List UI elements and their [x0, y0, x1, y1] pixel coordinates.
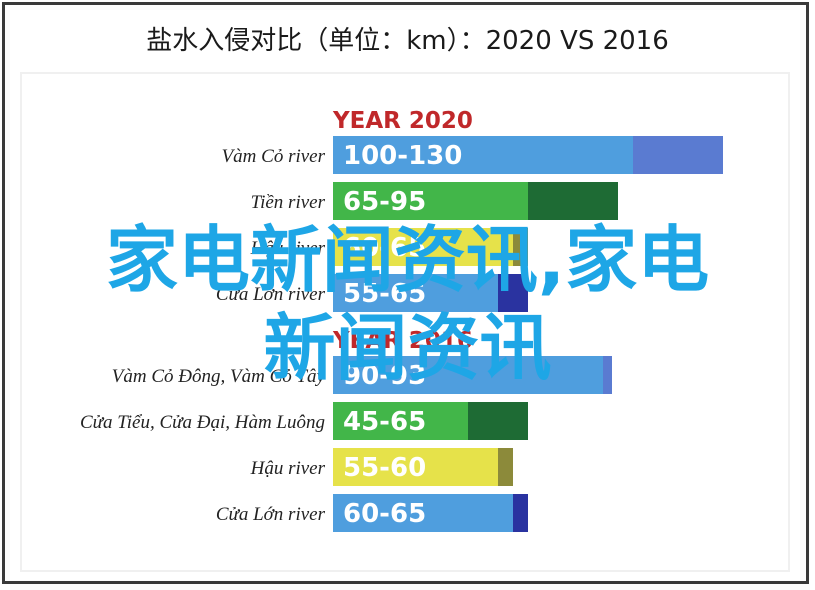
bar-min — [333, 356, 603, 394]
category-label: Tiền river — [251, 192, 326, 213]
bar-min — [333, 274, 498, 312]
watermark-line-2: 新闻资讯 — [263, 306, 552, 390]
data-label: 55-60 — [343, 453, 426, 483]
bar-min — [333, 448, 498, 486]
category-label: Vàm Cỏ Đông, Vàm Cỏ Tây — [112, 366, 326, 387]
data-label: 45-65 — [343, 407, 426, 437]
group-label: YEAR 2016 — [332, 328, 473, 354]
chart-panel — [20, 72, 790, 572]
category-label: Cửa Lớn river — [216, 504, 326, 525]
bar-min — [333, 182, 528, 220]
category-label: Cửa Lớn river — [216, 284, 326, 305]
chart-title: 盐水入侵对比（单位：km）：2020 VS 2016 — [146, 26, 669, 56]
category-label: Vàm Cỏ river — [222, 146, 326, 167]
category-label: Hậu river — [250, 238, 326, 259]
bar-min — [333, 136, 633, 174]
bar-min — [333, 402, 468, 440]
bar-min — [333, 494, 513, 532]
category-label: Cửa Tiểu, Cửa Đại, Hàm Luông — [80, 412, 325, 433]
data-label: 60-65 — [343, 233, 426, 263]
data-label: 65-95 — [343, 187, 426, 217]
category-label: Hậu river — [250, 458, 326, 479]
data-label: 60-65 — [343, 499, 426, 529]
data-label: 100-130 — [343, 141, 462, 171]
watermark-line-1: 家电新闻资讯,家电 — [105, 218, 710, 302]
group-label: YEAR 2020 — [332, 108, 473, 134]
bar-min — [333, 228, 513, 266]
data-label: 90-93 — [343, 361, 426, 391]
data-label: 55-65 — [343, 279, 426, 309]
